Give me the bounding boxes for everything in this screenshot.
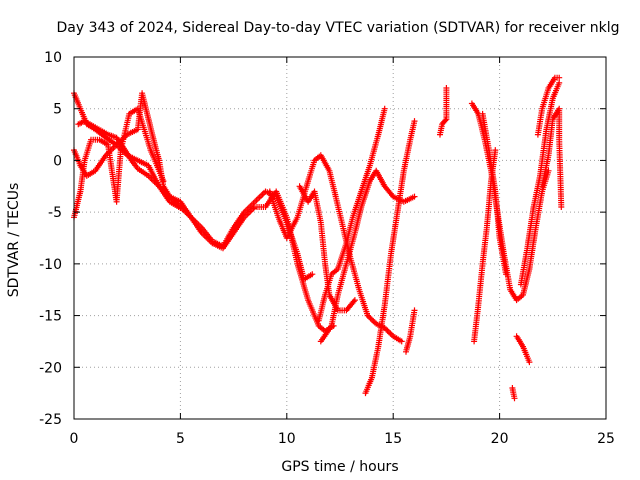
plus-marks [317, 167, 418, 345]
series-track-6 [296, 183, 358, 314]
series-track-19 [534, 74, 563, 138]
plus-marks [534, 74, 563, 138]
series-track-11 [437, 85, 450, 138]
y-tick-label: 10 [44, 50, 62, 66]
series-track-15 [513, 333, 533, 366]
series-track-7 [317, 167, 418, 345]
plus-marks [539, 105, 565, 210]
y-axis-label: SDTVAR / TECUs [6, 183, 22, 298]
x-tick-label: 15 [384, 431, 402, 447]
x-tick-label: 20 [491, 431, 509, 447]
chart-title: Day 343 of 2024, Sidereal Day-to-day VTE… [57, 20, 620, 36]
plus-marks [509, 385, 518, 402]
plus-marks [75, 118, 184, 211]
plus-marks [479, 110, 509, 278]
x-tick-label: 10 [278, 431, 296, 447]
y-tick-label: 5 [53, 102, 62, 118]
y-tick-label: -15 [39, 309, 62, 325]
x-tick-label: 5 [176, 431, 185, 447]
x-tick-label: 0 [70, 431, 79, 447]
y-tick-label: -5 [48, 205, 62, 221]
plus-marks [315, 105, 388, 324]
series-track-14 [479, 110, 509, 278]
series-track-8 [315, 105, 388, 324]
plus-marks [517, 79, 563, 288]
x-tick-labels: 0 5 10 15 20 25 [70, 431, 615, 447]
y-tick-label: -20 [39, 360, 62, 376]
x-axis-label: GPS time / hours [281, 459, 398, 475]
plot-frame [73, 56, 607, 420]
series-track-4 [75, 118, 184, 211]
y-tick-label: 0 [53, 153, 62, 169]
series-track-17 [517, 79, 563, 288]
plus-marks [437, 85, 450, 138]
plus-marks [296, 183, 358, 314]
series-track-18 [539, 105, 565, 210]
plus-marks [362, 118, 418, 397]
y-tick-label: -25 [39, 412, 62, 428]
series-track-16 [509, 385, 518, 402]
plus-marks [513, 333, 533, 366]
y-tick-label: -10 [39, 257, 62, 273]
series-track-10 [403, 307, 418, 355]
plus-marks [403, 307, 418, 355]
x-tick-label: 25 [597, 431, 615, 447]
y-tick-labels: 10 5 0 -5 -10 -15 -20 -25 [39, 50, 62, 428]
series-track-9 [362, 118, 418, 397]
